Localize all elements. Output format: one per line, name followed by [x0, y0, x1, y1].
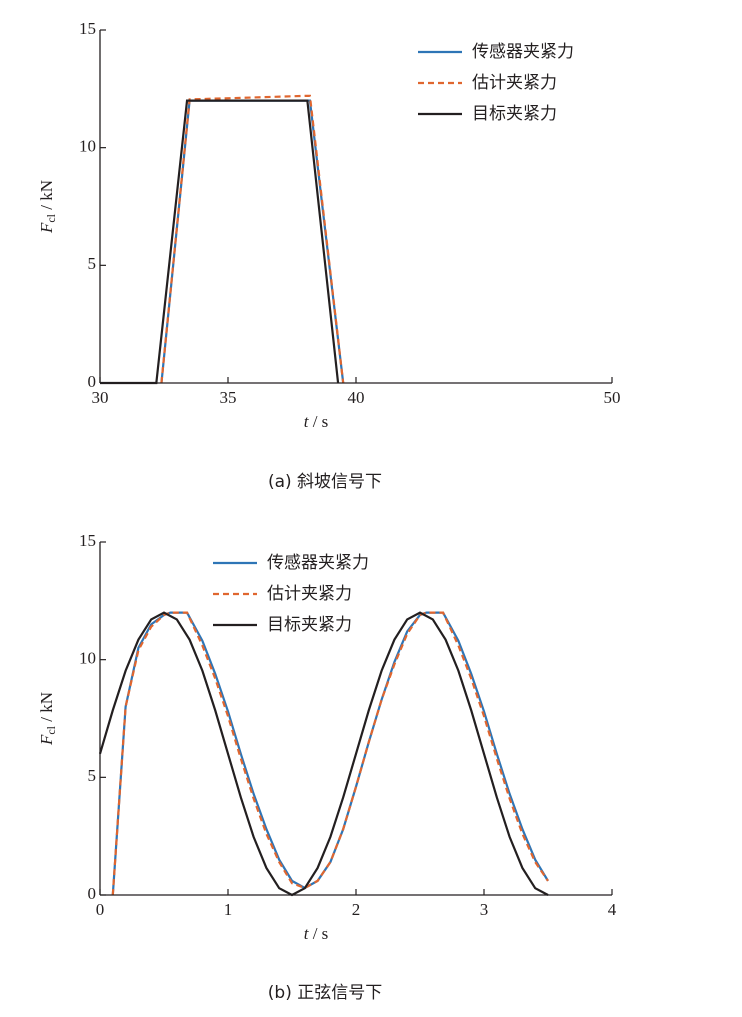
- y-tick-label: 0: [88, 884, 97, 903]
- y-tick-label: 10: [79, 649, 96, 668]
- legend-label: 目标夹紧力: [267, 615, 352, 635]
- y-label-unit: / kN: [37, 692, 56, 726]
- x-tick-label: 50: [604, 388, 621, 407]
- x-tick-label: 30: [92, 388, 109, 407]
- y-tick-label: 5: [88, 766, 97, 785]
- y-label-symbol: F: [37, 734, 56, 746]
- x-tick-label: 35: [220, 388, 237, 407]
- y-tick-label: 0: [88, 372, 97, 391]
- data-line: [98, 611, 549, 897]
- x-tick-label: 4: [608, 900, 617, 919]
- x-tick-label: 40: [348, 388, 365, 407]
- y-tick-label: 15: [79, 19, 96, 38]
- x-label-symbol: t: [304, 412, 310, 431]
- legend-label: 目标夹紧力: [472, 104, 557, 124]
- x-tick-label: 2: [352, 900, 361, 919]
- data-line: [100, 99, 340, 385]
- legend-label: 估计夹紧力: [472, 73, 557, 93]
- y-label-symbol: F: [37, 222, 56, 234]
- y-axis-label: Fcl / kN: [37, 692, 58, 746]
- x-tick-label: 1: [224, 900, 233, 919]
- legend-label: 传感器夹紧力: [472, 42, 574, 62]
- y-label-subscript: cl: [44, 725, 58, 734]
- y-tick-label: 15: [79, 531, 96, 550]
- data-line: [160, 94, 345, 384]
- data-line: [111, 611, 549, 896]
- x-axis-label: t / s: [304, 412, 329, 431]
- y-tick-label: 5: [88, 254, 97, 273]
- y-label-unit: / kN: [37, 180, 56, 214]
- legend-label: 传感器夹紧力: [267, 553, 369, 573]
- caption: (b) 正弦信号下: [268, 983, 382, 1003]
- y-tick-label: 10: [79, 137, 96, 156]
- x-tick-label: 3: [480, 900, 489, 919]
- data-line: [111, 611, 549, 896]
- x-label-unit: / s: [308, 924, 328, 943]
- legend-label: 估计夹紧力: [267, 584, 352, 604]
- caption: (a) 斜坡信号下: [268, 472, 382, 492]
- x-label-symbol: t: [304, 924, 310, 943]
- x-label-unit: / s: [308, 412, 328, 431]
- x-tick-label: 0: [96, 900, 105, 919]
- y-label-subscript: cl: [44, 213, 58, 222]
- y-axis-label: Fcl / kN: [37, 180, 58, 234]
- x-axis-label: t / s: [304, 924, 329, 943]
